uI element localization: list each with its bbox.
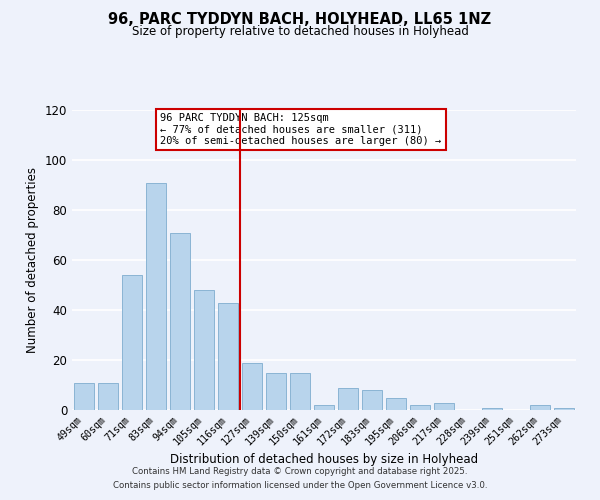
Bar: [74, 382, 94, 410]
Bar: [362, 390, 382, 410]
Text: 96, PARC TYDDYN BACH, HOLYHEAD, LL65 1NZ: 96, PARC TYDDYN BACH, HOLYHEAD, LL65 1NZ: [109, 12, 491, 28]
Bar: [194, 290, 214, 410]
Bar: [482, 408, 502, 410]
Y-axis label: Number of detached properties: Number of detached properties: [26, 167, 39, 353]
Bar: [122, 275, 142, 410]
Bar: [98, 382, 118, 410]
Bar: [338, 388, 358, 410]
Text: Contains public sector information licensed under the Open Government Licence v3: Contains public sector information licen…: [113, 481, 487, 490]
Bar: [314, 405, 334, 410]
Bar: [386, 398, 406, 410]
Bar: [530, 405, 550, 410]
Bar: [242, 362, 262, 410]
Bar: [434, 402, 454, 410]
Text: 96 PARC TYDDYN BACH: 125sqm
← 77% of detached houses are smaller (311)
20% of se: 96 PARC TYDDYN BACH: 125sqm ← 77% of det…: [160, 113, 442, 146]
Bar: [266, 372, 286, 410]
Bar: [410, 405, 430, 410]
Bar: [554, 408, 574, 410]
Text: Contains HM Land Registry data © Crown copyright and database right 2025.: Contains HM Land Registry data © Crown c…: [132, 467, 468, 476]
X-axis label: Distribution of detached houses by size in Holyhead: Distribution of detached houses by size …: [170, 453, 478, 466]
Text: Size of property relative to detached houses in Holyhead: Size of property relative to detached ho…: [131, 25, 469, 38]
Bar: [146, 182, 166, 410]
Bar: [290, 372, 310, 410]
Bar: [170, 232, 190, 410]
Bar: [218, 302, 238, 410]
